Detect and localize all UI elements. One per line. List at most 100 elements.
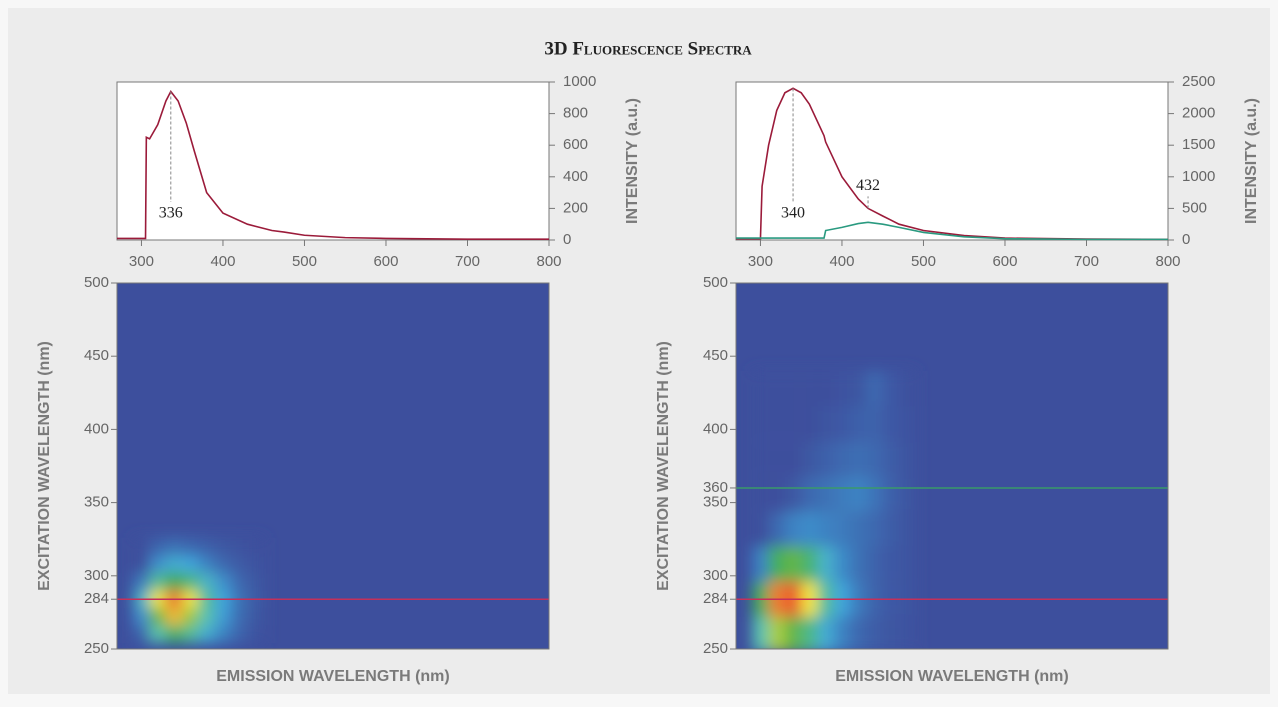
heatmap-cell	[752, 476, 769, 512]
y-tick-label: 400	[563, 168, 588, 185]
heatmap-cell	[801, 370, 818, 406]
heatmap-cell	[817, 511, 834, 547]
heatmap-cell	[768, 511, 785, 547]
heatmap-cell	[784, 616, 802, 649]
heatmap-cell	[833, 616, 851, 649]
heatmap-cell	[899, 616, 916, 649]
x-tick-label: 400	[829, 253, 854, 270]
y-axis-label: INTENSITY (a.u.)	[624, 98, 641, 224]
heatmap-cell	[817, 616, 834, 649]
heatmap-cells	[752, 370, 916, 649]
heatmap-cell	[833, 546, 851, 582]
heatmap-cell	[899, 370, 916, 406]
heatmap-cell	[247, 572, 264, 591]
heatmap-cell	[850, 476, 867, 512]
heatmap-cell	[182, 625, 199, 644]
heatmap-cell	[866, 511, 883, 547]
heatmap-cell	[182, 572, 199, 591]
heatmap-cell	[182, 537, 199, 556]
x-tick-label: 300	[129, 253, 154, 270]
spectrum-line	[736, 221, 1168, 241]
heatmap-cell	[882, 546, 900, 582]
heatmap-cell	[149, 625, 166, 644]
x-axis-label: EMISSION WAVELENGTH (nm)	[835, 668, 1068, 685]
heatmap-cell	[214, 537, 232, 556]
heatmap-cell	[801, 546, 818, 582]
heatmap-cell	[133, 537, 150, 556]
heatmap-clip	[752, 370, 916, 649]
x-tick-label: 600	[992, 253, 1017, 270]
y-axis-label: EXCITATION WAVELENGTH (nm)	[36, 341, 53, 591]
heatmap-cell	[817, 370, 834, 406]
heatmap-cell	[165, 537, 183, 556]
heatmap-cell	[850, 616, 867, 649]
heatmap-cell	[833, 511, 851, 547]
x-tick-label: 700	[1074, 253, 1099, 270]
heatmap-cell	[149, 555, 166, 573]
heatmap-cell	[801, 476, 818, 512]
spectrum-line	[736, 87, 1169, 241]
heatmap-cell	[198, 572, 215, 591]
heatmap-cell	[817, 476, 834, 512]
heatmap-cell	[899, 441, 916, 477]
heatmap-cell	[247, 608, 264, 626]
x-tick-label: 800	[1155, 253, 1180, 270]
heatmap-cell	[866, 476, 883, 512]
plot-frame	[735, 282, 1169, 650]
plot-frame	[735, 81, 1169, 241]
heatmap-cell	[784, 370, 802, 406]
heatmap-cell	[752, 616, 769, 649]
heatmap-cell	[133, 625, 150, 644]
y-tick-label: 300	[703, 567, 728, 584]
heatmap-cell	[784, 441, 802, 477]
y-tick-label: 250	[703, 640, 728, 657]
heatmap-cell	[752, 511, 769, 547]
y-axis-label: INTENSITY (a.u.)	[1243, 98, 1260, 224]
heatmap-cell	[182, 608, 199, 626]
y-tick-label: 500	[703, 274, 728, 291]
heatmap-cell	[833, 405, 851, 442]
heatmap-cell	[165, 608, 183, 626]
heatmap-cell	[850, 441, 867, 477]
x-tick-label: 600	[373, 253, 398, 270]
heatmap-clip	[133, 537, 264, 644]
y-tick-label: 284	[703, 590, 728, 607]
x-tick-label: 700	[455, 253, 480, 270]
heatmap-cell	[247, 625, 264, 644]
heatmap-cell	[882, 441, 900, 477]
heatmap-cell	[133, 608, 150, 626]
heatmap-cell	[165, 555, 183, 573]
heatmap-cell	[850, 511, 867, 547]
y-tick-label: 2500	[1182, 73, 1215, 90]
x-tick-label: 500	[911, 253, 936, 270]
y-tick-label: 250	[84, 640, 109, 657]
y-tick-label: 0	[1182, 231, 1190, 248]
x-tick-label: 300	[748, 253, 773, 270]
y-tick-label: 450	[84, 347, 109, 364]
plot-frame	[116, 81, 550, 241]
heatmap-cell	[198, 555, 215, 573]
heatmap-cell	[198, 625, 215, 644]
y-tick-label: 350	[84, 494, 109, 511]
heatmap-cell	[899, 476, 916, 512]
heatmap-cell	[801, 405, 818, 442]
heatmap-cell	[768, 616, 785, 649]
heatmap-cell	[833, 370, 851, 406]
x-tick-label: 400	[210, 253, 235, 270]
heatmap-cell	[133, 555, 150, 573]
heatmap-cell	[801, 511, 818, 547]
heatmap-cell	[899, 546, 916, 582]
heatmap-cell	[768, 476, 785, 512]
heatmap-cell	[214, 625, 232, 644]
y-tick-label: 500	[1182, 199, 1207, 216]
heatmap-cell	[165, 625, 183, 644]
heatmap-cell	[214, 555, 232, 573]
heatmap-cell	[833, 441, 851, 477]
heatmap-cell	[198, 608, 215, 626]
heatmap-cell	[768, 546, 785, 582]
heatmap-cell	[899, 511, 916, 547]
heatmap-cell	[149, 608, 166, 626]
heatmap-cell	[882, 616, 900, 649]
peak-label: 336	[159, 205, 183, 222]
